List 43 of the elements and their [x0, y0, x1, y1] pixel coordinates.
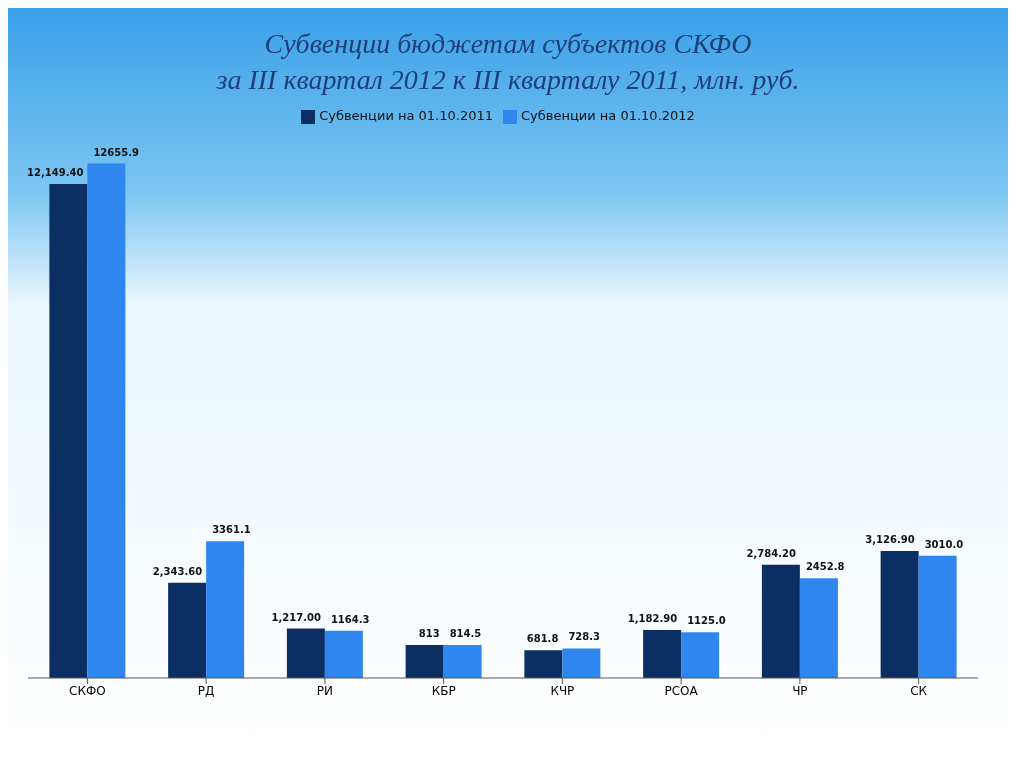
bar — [918, 555, 957, 678]
data-label: 1,217.00 — [271, 611, 321, 623]
bar — [49, 184, 88, 678]
data-label: 2452.8 — [805, 561, 845, 573]
bar — [524, 650, 563, 678]
bar — [405, 644, 444, 678]
data-label: 813 — [418, 627, 440, 639]
bar — [799, 578, 838, 678]
x-tick-label: ЧР — [792, 683, 808, 698]
x-tick-label: КЧР — [550, 683, 575, 698]
x-tick-label: СК — [910, 683, 928, 698]
data-label: 2,784.20 — [746, 547, 796, 559]
data-label: 1125.0 — [687, 615, 726, 627]
bar — [643, 629, 682, 678]
bar — [87, 163, 126, 678]
data-label: 3010.0 — [924, 538, 964, 550]
x-tick-label: РД — [197, 683, 215, 698]
x-tick-label: РИ — [316, 683, 333, 698]
chart-title: Субвенции бюджетам субъектов СКФО за III квартал 2012 к III кварталу 2011, млн. руб. — [215, 27, 801, 97]
legend-label: Субвенции на 01.10.2012 — [521, 108, 695, 123]
data-label: 814.5 — [449, 627, 482, 639]
bar — [761, 564, 800, 678]
bar — [681, 632, 720, 678]
data-label: 12,149.40 — [27, 167, 84, 179]
data-label: 2,343.60 — [152, 565, 203, 577]
x-tick-label: РСОА — [664, 683, 699, 698]
bar — [880, 550, 919, 678]
data-label: 12655.9 — [93, 146, 139, 158]
bar — [562, 648, 601, 678]
bar — [206, 541, 245, 678]
data-label: 3,126.90 — [865, 533, 915, 545]
data-label: 728.3 — [568, 631, 601, 643]
data-label: 1164.3 — [330, 613, 370, 625]
bar — [324, 630, 363, 678]
bar — [443, 644, 482, 678]
x-tick-label: КБР — [431, 683, 456, 698]
bar — [286, 628, 325, 678]
data-label: 1,182.90 — [627, 612, 678, 624]
legend-label: Субвенции на 01.10.2011 — [319, 108, 493, 123]
bar — [168, 582, 207, 678]
x-tick-label: СКФО — [69, 683, 106, 698]
data-label: 3361.1 — [212, 524, 251, 536]
data-label: 681.8 — [526, 633, 559, 645]
